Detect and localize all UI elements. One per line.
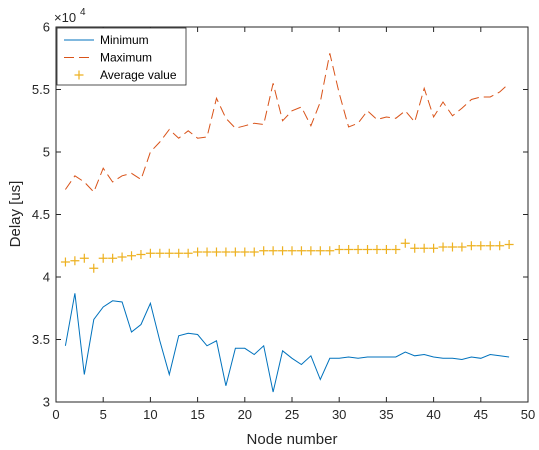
legend-label: Maximum [100, 51, 152, 65]
series-average-value [60, 238, 514, 273]
x-tick-label: 0 [52, 407, 59, 422]
data-point [429, 243, 439, 253]
data-point [174, 248, 184, 258]
data-point [419, 243, 429, 253]
data-point [372, 245, 382, 254]
data-point [240, 247, 250, 257]
y-axis-label: Delay [us] [7, 181, 24, 248]
legend-label: Average value [100, 68, 177, 82]
x-tick-label: 50 [521, 407, 535, 422]
data-point [268, 246, 278, 256]
data-point [221, 247, 231, 257]
x-tick-label: 45 [474, 407, 488, 422]
data-point [278, 246, 288, 256]
data-point [259, 246, 269, 256]
data-point [79, 253, 89, 263]
data-point [381, 245, 391, 254]
y-exponent-base: ×10 [54, 10, 76, 25]
series-maximum [64, 53, 510, 193]
data-point [457, 242, 467, 252]
data-point [495, 241, 505, 251]
x-tick-label: 5 [100, 407, 107, 422]
x-tick-label: 15 [190, 407, 204, 422]
data-point [136, 250, 146, 259]
data-point [193, 247, 203, 257]
x-tick-label: 10 [143, 407, 157, 422]
series-line [64, 293, 510, 393]
legend-marker [74, 70, 84, 80]
y-tick-label: 3.5 [32, 332, 50, 347]
ticks-layer: 0 5 10 15 20 25 30 35 40 45 50 3 3.5 4 4.5 5 5.5 6 [32, 20, 535, 423]
data-point [117, 252, 127, 262]
data-point [410, 243, 420, 253]
data-point [98, 253, 108, 263]
x-tick-label: 20 [238, 407, 252, 422]
data-point [127, 251, 137, 261]
data-point [476, 241, 486, 251]
data-point [353, 245, 363, 254]
x-tick-label: 25 [285, 407, 299, 422]
series-minimum [64, 293, 510, 393]
data-point [315, 246, 325, 256]
data-point [155, 248, 165, 258]
data-point [438, 242, 448, 252]
data-point [249, 247, 259, 257]
y-tick-label: 4.5 [32, 207, 50, 222]
x-tick-label: 30 [332, 407, 346, 422]
data-point [202, 247, 212, 257]
data-point [485, 241, 495, 251]
y-tick-label: 3 [43, 395, 50, 410]
y-tick-label: 5 [43, 145, 50, 160]
data-point [400, 238, 410, 248]
data-point [325, 246, 335, 256]
data-point [164, 248, 174, 258]
x-tick-label: 35 [379, 407, 393, 422]
x-axis-label: Node number [247, 431, 338, 448]
plot-area [56, 27, 528, 402]
y-tick-label: 4 [43, 270, 50, 285]
data-point [183, 248, 193, 258]
data-point [108, 253, 118, 263]
data-point [287, 246, 297, 256]
data-point [145, 248, 155, 258]
legend: Minimum Maximum Average value [56, 27, 187, 86]
data-point [89, 263, 99, 273]
series-line [64, 53, 510, 193]
data-point [296, 246, 306, 256]
y-tick-label: 6 [43, 20, 50, 35]
data-point [504, 240, 514, 249]
data-point [211, 247, 221, 257]
data-point [391, 245, 401, 254]
legend-label: Minimum [100, 33, 149, 47]
data-point [60, 257, 70, 267]
x-tick-label: 40 [426, 407, 440, 422]
data-point [466, 241, 476, 251]
data-point [230, 247, 240, 257]
y-tick-label: 5.5 [32, 82, 50, 97]
series-layer [60, 53, 514, 393]
data-point [334, 245, 344, 254]
data-point [344, 245, 354, 254]
data-point [70, 256, 80, 266]
y-exponent-power: 4 [80, 7, 86, 18]
data-point [447, 242, 457, 252]
data-point [306, 246, 316, 256]
data-point [363, 245, 373, 254]
